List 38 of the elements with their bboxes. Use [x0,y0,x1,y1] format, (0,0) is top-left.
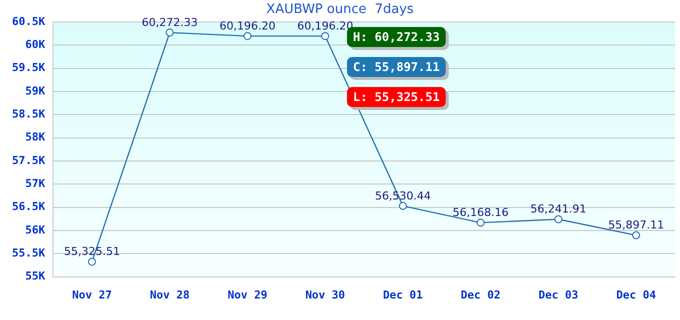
x-tick-label: Dec 04 [616,288,656,302]
x-tick-label: Nov 27 [72,288,112,302]
data-label: 60,272.33 [142,16,198,29]
y-tick-label: 57K [25,177,46,190]
x-tick-label: Nov 29 [228,288,268,302]
y-tick-label: 56.5K [12,200,46,214]
data-label: 56,168.16 [452,206,509,220]
chart-title: XAUBWP ounce 7days [266,2,414,17]
y-tick-label: 58.5K [12,108,46,121]
y-tick-label: 57.5K [12,154,46,167]
data-label: 60,196.20 [297,19,354,32]
x-tick-label: Dec 01 [383,288,424,302]
point [321,32,330,40]
data-label: 56,241.91 [530,202,586,216]
annotation: H: 60,272.33 [353,30,440,44]
x-tick-label: Nov 28 [150,288,190,302]
point [88,258,96,266]
data-label: 60,196.20 [219,19,276,32]
y-tick-label: 55K [25,270,46,283]
point [243,32,252,40]
point [554,215,562,224]
annotation: L: 55,325.51 [353,90,440,104]
x-tick-label: Nov 30 [305,288,346,302]
y-tick-label: 55.5K [12,246,46,260]
y-tick-label: 56K [25,223,46,236]
y-tick-label: 60K [25,38,46,52]
y-tick-label: 60.5K [12,14,46,28]
point [632,231,640,240]
point [398,202,407,210]
x-tick-label: Dec 02 [460,288,501,302]
data-label: 55,897.11 [608,218,664,232]
y-tick-label: 58K [25,130,46,144]
point [476,218,485,227]
y-tick-label: 59.5K [12,61,46,74]
y-tick-label: 59K [25,84,46,98]
point [166,28,174,37]
x-tick-label: Dec 03 [538,288,578,302]
annotation: C: 55,897.11 [353,60,440,74]
